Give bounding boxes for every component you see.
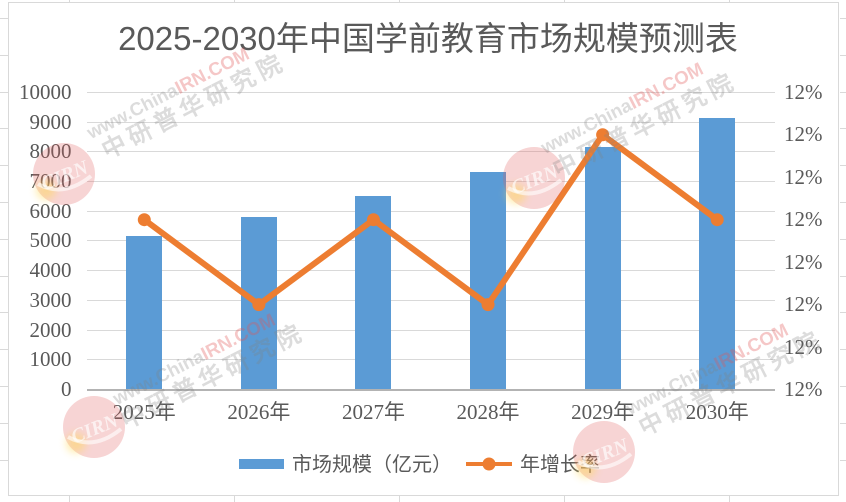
gridline (87, 329, 775, 331)
chart-title: 2025-2030年中国学前教育市场规模预测表 (118, 20, 738, 57)
x-axis-label-2030年: 2030年 (685, 400, 749, 424)
worksheet-row-line (840, 312, 846, 314)
worksheet-row-line (0, 312, 8, 314)
left-axis-tick-5000: 5000 (29, 228, 72, 253)
left-axis-tick-2000: 2000 (29, 317, 72, 342)
worksheet-row-line (840, 386, 846, 387)
bar-2025年 (126, 236, 163, 389)
worksheet-row-line (840, 18, 846, 19)
worksheet-row-line (0, 238, 8, 240)
right-axis-tick-5: 12% (784, 164, 823, 189)
worksheet-row-line (0, 349, 8, 351)
worksheet-row-line (0, 202, 8, 203)
left-axis-tick-7000: 7000 (29, 168, 72, 193)
right-axis-tick-1: 12% (784, 334, 823, 359)
x-axis-label-2029年: 2029年 (571, 400, 635, 424)
worksheet-row-line (0, 91, 8, 93)
legend-line-swatch (466, 457, 512, 471)
gridline (87, 121, 775, 123)
left-axis-tick-8000: 8000 (29, 139, 72, 164)
legend-bar-swatch (239, 459, 284, 469)
left-axis-tick-1000: 1000 (29, 347, 72, 372)
worksheet-column-line (69, 496, 70, 502)
left-axis-tick-4000: 4000 (29, 258, 72, 283)
gridline (87, 299, 775, 301)
worksheet-row-line (0, 165, 8, 167)
worksheet-row-line (840, 459, 846, 461)
left-axis-tick-0: 0 (61, 377, 72, 402)
worksheet-row-line (0, 54, 8, 56)
worksheet-row-line (840, 54, 846, 56)
worksheet-row-line (840, 202, 846, 203)
gridline (87, 359, 775, 361)
left-axis-tick-6000: 6000 (29, 198, 72, 223)
gridline (87, 91, 775, 93)
worksheet-row-line (840, 91, 846, 93)
right-axis-tick-7: 12% (784, 79, 823, 104)
gridline (87, 180, 775, 182)
worksheet-row-line (0, 128, 8, 130)
right-axis-tick-2: 12% (784, 292, 823, 317)
worksheet-row-line (0, 275, 8, 277)
x-axis-label-2025年: 2025年 (112, 400, 176, 424)
legend-bar-label: 市场规模（亿元） (292, 453, 452, 476)
worksheet-row-line (840, 422, 846, 424)
right-axis-tick-4: 12% (784, 207, 823, 232)
worksheet-row-line (0, 18, 8, 19)
worksheet-column-line (729, 496, 730, 502)
legend-line-label: 年增长率 (520, 453, 600, 476)
left-axis-tick-3000: 3000 (29, 287, 72, 312)
left-axis-tick-9000: 9000 (29, 109, 72, 134)
worksheet-row-line (0, 386, 8, 387)
left-axis-tick-10000: 10000 (19, 79, 72, 104)
bar-2026年 (240, 216, 277, 389)
x-axis-label-2026年: 2026年 (227, 400, 291, 424)
x-axis-line (87, 388, 775, 391)
worksheet-row-line (840, 165, 846, 167)
gridline (87, 151, 775, 153)
worksheet-row-line (0, 422, 8, 424)
bar-2030年 (699, 117, 736, 389)
x-axis-label-2028年: 2028年 (456, 400, 520, 424)
gridline (87, 240, 775, 242)
worksheet-row-line (840, 128, 846, 130)
gridline (87, 210, 775, 212)
worksheet-row-line (840, 349, 846, 351)
right-axis-tick-6: 12% (784, 122, 823, 147)
worksheet-row-line (840, 275, 846, 277)
right-axis-tick-0: 12% (784, 377, 823, 402)
worksheet-column-line (564, 496, 565, 502)
worksheet-column-line (234, 496, 235, 502)
worksheet-row-line (840, 238, 846, 240)
worksheet-column-line (399, 496, 400, 502)
worksheet-row-line (0, 459, 8, 461)
right-axis-tick-3: 12% (784, 249, 823, 274)
x-axis-label-2027年: 2027年 (341, 400, 405, 424)
bar-2029年 (584, 147, 621, 389)
bar-2027年 (355, 196, 392, 389)
bar-2028年 (470, 171, 507, 389)
gridline (87, 270, 775, 272)
